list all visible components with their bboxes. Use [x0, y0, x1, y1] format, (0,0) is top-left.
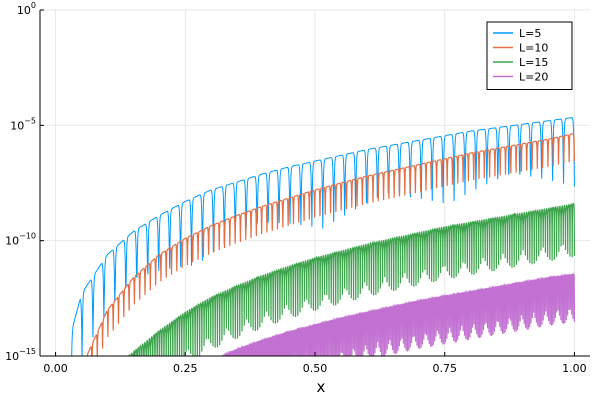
x-tick-label: 0.25: [173, 362, 198, 375]
y-tick-label: 100: [17, 1, 36, 17]
legend-label: L=5: [519, 27, 541, 40]
x-tick-label: 1.00: [562, 362, 587, 375]
x-tick-label: 0.00: [43, 362, 68, 375]
x-axis-title: x: [317, 378, 326, 396]
legend-label: L=10: [519, 42, 548, 55]
series-line-4: [221, 272, 576, 356]
y-tick-label: 10−15: [5, 347, 36, 363]
legend-label: L=20: [519, 71, 548, 84]
y-tick-label: 10−5: [10, 116, 36, 132]
series-line-2: [86, 133, 576, 356]
legend: L=5 L=10L=15 L=20: [486, 21, 573, 90]
x-tick-label: 0.50: [303, 362, 328, 375]
legend-label: L=15: [519, 56, 548, 69]
y-tick-label: 10−10: [5, 232, 36, 248]
series-line-1: [71, 117, 575, 356]
ticks: 0.00 0.25 0.50 0.75 1.00 10−15 10−10 10−5 100: [5, 1, 587, 375]
x-tick-label: 0.75: [432, 362, 457, 375]
series-layer: [71, 117, 576, 356]
series-line-3: [128, 202, 576, 356]
